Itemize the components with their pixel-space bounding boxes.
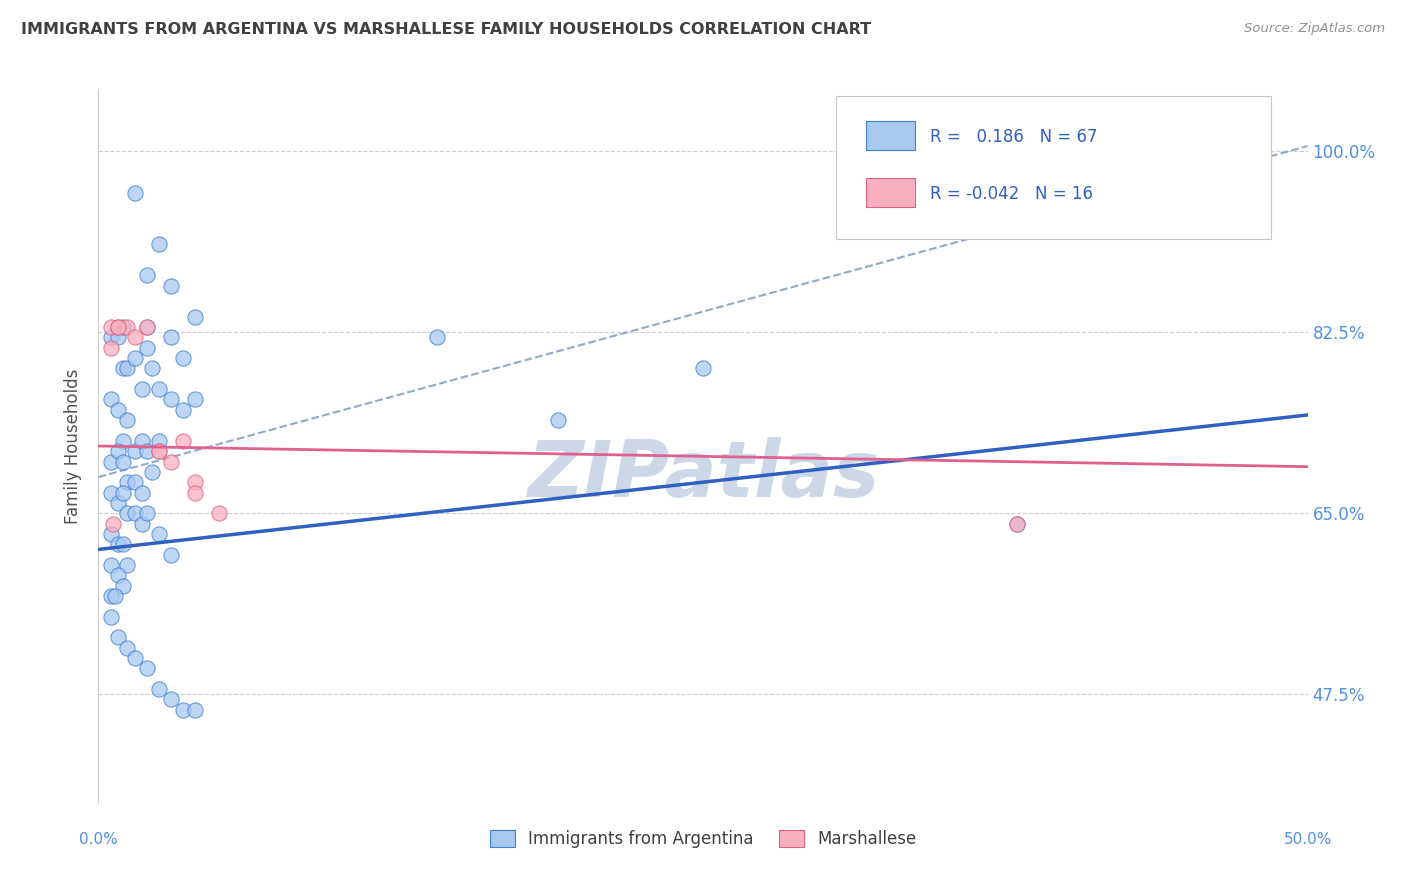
Text: IMMIGRANTS FROM ARGENTINA VS MARSHALLESE FAMILY HOUSEHOLDS CORRELATION CHART: IMMIGRANTS FROM ARGENTINA VS MARSHALLESE… [21,22,872,37]
Y-axis label: Family Households: Family Households [65,368,83,524]
Text: R =   0.186   N = 67: R = 0.186 N = 67 [931,128,1098,146]
Point [111,485,134,500]
Point [124,330,146,344]
Point [131,434,153,448]
Point [160,278,183,293]
Text: ZIPatlas: ZIPatlas [527,436,879,513]
Point [117,640,139,655]
Point [100,485,122,500]
Point [107,330,129,344]
FancyBboxPatch shape [866,121,915,150]
Point [135,268,157,283]
Point [135,661,157,675]
Legend: Immigrants from Argentina, Marshallese: Immigrants from Argentina, Marshallese [484,823,922,855]
Point [1007,516,1029,531]
Point [184,392,207,407]
Point [131,516,153,531]
Point [141,361,163,376]
Point [101,516,124,531]
Point [107,630,129,644]
Point [135,320,157,334]
Point [172,434,194,448]
Point [100,527,122,541]
Point [172,402,194,417]
Point [107,496,129,510]
Point [124,444,146,458]
Point [124,351,146,365]
Point [131,485,153,500]
Point [111,320,134,334]
Point [172,703,194,717]
Point [148,382,170,396]
Point [111,454,134,468]
Point [148,434,170,448]
Point [148,444,170,458]
Point [547,413,569,427]
Text: Source: ZipAtlas.com: Source: ZipAtlas.com [1244,22,1385,36]
Point [100,609,122,624]
Point [107,320,129,334]
Point [135,444,157,458]
FancyBboxPatch shape [837,96,1271,239]
Point [131,382,153,396]
Point [124,651,146,665]
Text: R = -0.042   N = 16: R = -0.042 N = 16 [931,186,1094,203]
Point [100,392,122,407]
Point [124,506,146,520]
Point [100,320,122,334]
Point [160,454,183,468]
Point [117,320,139,334]
Point [184,485,207,500]
Point [208,506,231,520]
Point [124,186,146,200]
Point [148,237,170,252]
Point [107,568,129,582]
Point [117,413,139,427]
Point [1007,516,1029,531]
Point [117,361,139,376]
Point [172,351,194,365]
Point [148,527,170,541]
Point [184,703,207,717]
Point [160,330,183,344]
Point [100,558,122,572]
Point [107,402,129,417]
Point [184,310,207,324]
Point [117,558,139,572]
Point [111,434,134,448]
Point [426,330,449,344]
Point [184,475,207,490]
Point [107,320,129,334]
Point [100,454,122,468]
Point [111,361,134,376]
Point [692,361,714,376]
Point [135,320,157,334]
Point [124,475,146,490]
Point [135,506,157,520]
Point [111,579,134,593]
Point [100,341,122,355]
Point [135,341,157,355]
Point [160,548,183,562]
Text: 0.0%: 0.0% [79,831,118,847]
Point [160,692,183,706]
Point [100,589,122,603]
Point [160,392,183,407]
Point [111,537,134,551]
Point [117,475,139,490]
Text: 50.0%: 50.0% [1284,831,1331,847]
Point [100,330,122,344]
Point [148,444,170,458]
Point [107,444,129,458]
Point [107,537,129,551]
FancyBboxPatch shape [866,178,915,207]
Point [148,681,170,696]
Point [117,506,139,520]
Point [104,589,127,603]
Point [141,465,163,479]
